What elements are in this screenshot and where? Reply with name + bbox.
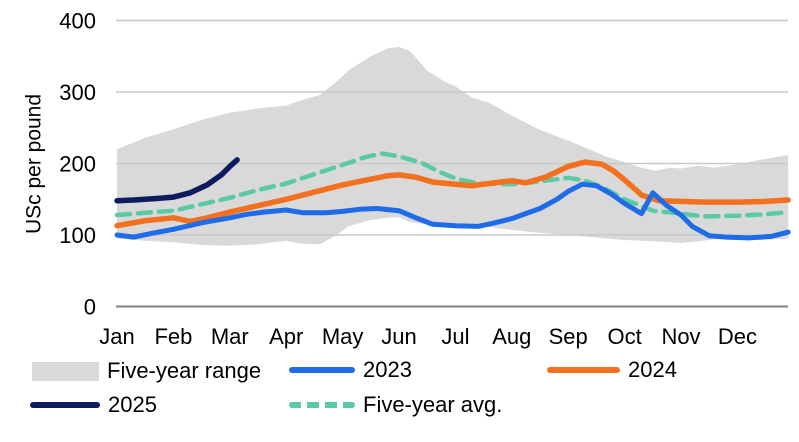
y-tick-label-300: 300	[59, 80, 96, 105]
five-year-avg-swatch	[289, 402, 355, 408]
x-tick-label-jul: Jul	[441, 324, 469, 349]
line-2025-swatch	[30, 402, 100, 408]
x-tick-label-dec: Dec	[718, 324, 757, 349]
legend-label-five-year-range: Five-year range	[107, 358, 262, 383]
five-year-range-swatch	[32, 361, 99, 381]
x-tick-label-jan: Jan	[99, 324, 134, 349]
series-line-2023	[114, 181, 791, 241]
legend-label-2023: 2023	[363, 357, 412, 382]
y-tick-label-0: 0	[84, 295, 96, 320]
line-2023-swatch	[289, 367, 355, 373]
legend-item-2023: 2023	[289, 357, 412, 382]
x-tick-label-aug: Aug	[492, 324, 531, 349]
five-year-range-band	[117, 47, 789, 246]
x-tick-label-may: May	[322, 324, 364, 349]
legend-item-five-year-avg: Five-year avg.	[289, 392, 503, 417]
y-tick-label-400: 400	[59, 9, 96, 34]
series-line-2025	[114, 157, 240, 204]
x-tick-label-sep: Sep	[549, 324, 588, 349]
legend-item-2024: 2024	[547, 357, 677, 382]
legend-item-five-year-range: Five-year range	[32, 358, 262, 383]
legend-item-2025: 2025	[30, 392, 157, 417]
y-tick-label-100: 100	[59, 223, 96, 248]
x-tick-label-oct: Oct	[607, 324, 641, 349]
y-tick-label-200: 200	[59, 152, 96, 177]
legend-label-2025: 2025	[108, 392, 157, 417]
legend-label-2024: 2024	[628, 357, 677, 382]
series-line-2024	[114, 159, 791, 229]
x-tick-label-nov: Nov	[661, 324, 700, 349]
x-tick-label-jun: Jun	[381, 324, 416, 349]
series-line-five-year-avg-	[114, 151, 791, 219]
y-axis-title: USc per pound	[22, 93, 46, 235]
legend-label-five-year-avg: Five-year avg.	[363, 392, 503, 417]
x-tick-label-feb: Feb	[154, 324, 192, 349]
line-2024-swatch	[547, 367, 620, 373]
x-tick-label-mar: Mar	[211, 324, 249, 349]
x-tick-label-apr: Apr	[269, 324, 303, 349]
